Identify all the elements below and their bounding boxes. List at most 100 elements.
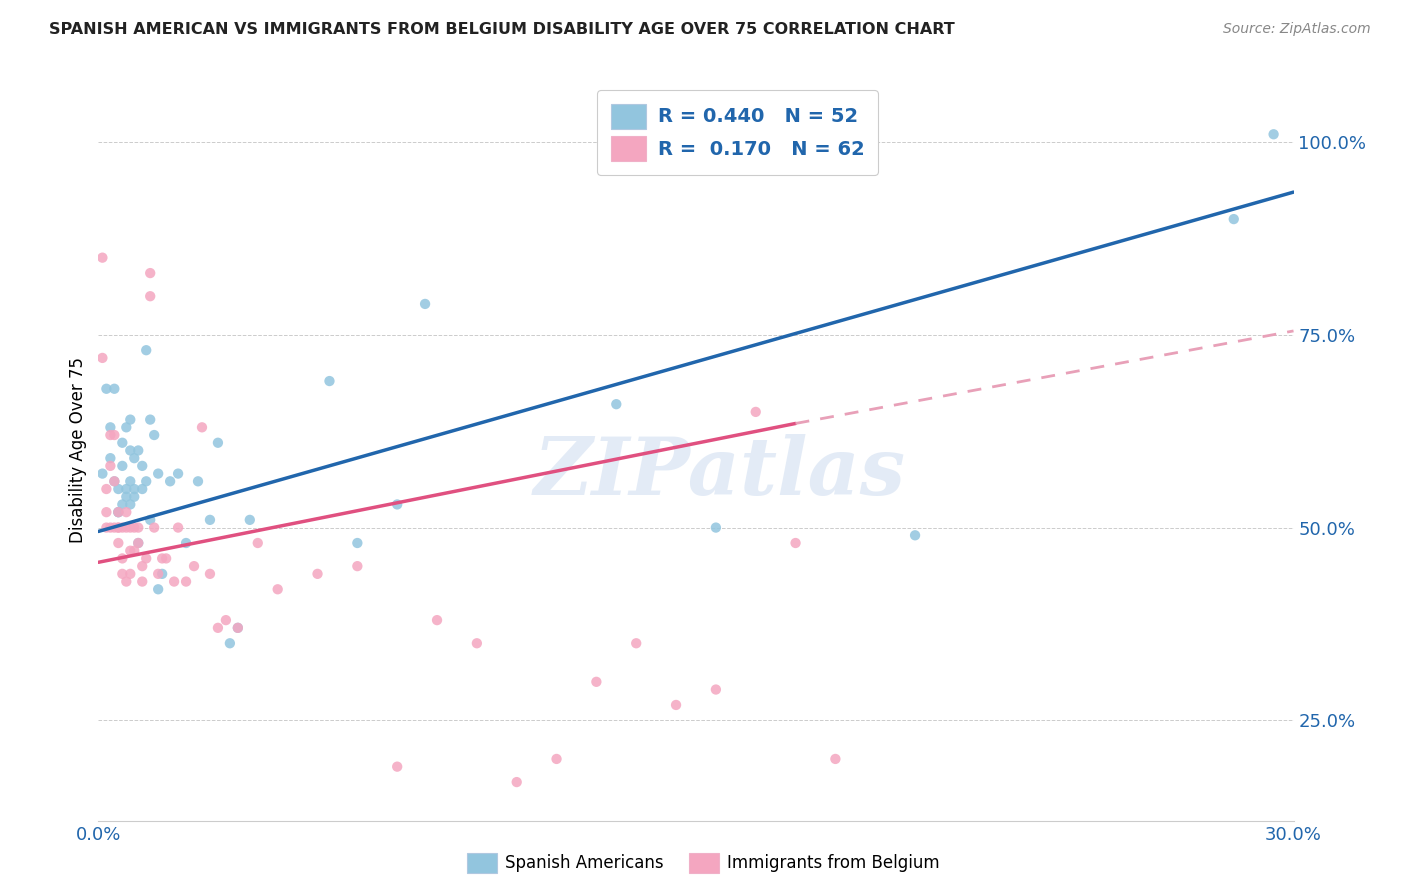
Point [124,520,146,534]
Point [96,505,118,519]
Point [120,566,142,581]
Point [91,467,114,481]
Point [704,682,727,697]
Point [219,636,242,650]
Point [215,613,238,627]
Point [103,475,125,489]
Point [226,621,249,635]
Point [385,759,409,773]
Point [704,520,727,534]
Point [148,582,170,597]
Point [103,382,125,396]
Point [626,636,648,650]
Point [135,551,157,566]
Point [98,428,122,442]
Text: SPANISH AMERICAN VS IMMIGRANTS FROM BELGIUM DISABILITY AGE OVER 75 CORRELATION C: SPANISH AMERICAN VS IMMIGRANTS FROM BELG… [49,22,955,37]
Point [107,505,129,519]
Point [107,505,129,519]
Point [413,297,436,311]
Point [96,382,118,396]
Legend: R = 0.440   N = 52, R =  0.170   N = 62: R = 0.440 N = 52, R = 0.170 N = 62 [598,90,879,175]
Point [120,475,142,489]
Point [103,520,125,534]
Point [139,412,162,426]
Point [115,490,138,504]
Point [120,520,142,534]
Point [167,520,190,534]
Point [239,513,262,527]
Text: ZIPatlas: ZIPatlas [534,434,905,511]
Point [163,574,186,589]
Point [904,528,927,542]
Point [120,412,142,426]
Point [346,559,368,574]
Point [150,566,173,581]
Y-axis label: Disability Age Over 75: Disability Age Over 75 [69,358,87,543]
Point [1223,212,1246,227]
Point [127,536,149,550]
Point [96,482,118,496]
Point [131,458,153,473]
Point [115,420,138,434]
Point [785,536,807,550]
Point [135,475,157,489]
Point [107,520,129,534]
Point [131,574,153,589]
Point [605,397,627,411]
Point [107,482,129,496]
Point [91,351,114,365]
Point [107,520,129,534]
Point [150,551,173,566]
Point [120,543,142,558]
Point [115,505,138,519]
Point [191,420,214,434]
Point [585,674,607,689]
Point [246,536,269,550]
Point [824,752,846,766]
Point [115,482,138,496]
Point [207,621,229,635]
Point [135,343,157,358]
Point [155,551,177,566]
Point [198,566,221,581]
Point [127,443,149,458]
Point [665,698,688,712]
Point [159,475,181,489]
Point [385,498,409,512]
Point [143,428,166,442]
Point [426,613,449,627]
Point [103,475,125,489]
Point [107,505,129,519]
Point [111,498,134,512]
Point [111,520,134,534]
Point [120,498,142,512]
Point [111,435,134,450]
Point [139,266,162,280]
Point [107,536,129,550]
Point [111,566,134,581]
Point [124,490,146,504]
Point [124,482,146,496]
Point [307,566,329,581]
Point [98,520,122,534]
Point [124,543,146,558]
Point [91,251,114,265]
Point [111,458,134,473]
Point [98,451,122,466]
Point [127,520,149,534]
Point [131,559,153,574]
Legend: Spanish Americans, Immigrants from Belgium: Spanish Americans, Immigrants from Belgi… [460,847,946,880]
Point [98,458,122,473]
Point [183,559,205,574]
Point [546,752,568,766]
Point [127,536,149,550]
Point [187,475,209,489]
Point [198,513,221,527]
Point [346,536,368,550]
Point [745,405,768,419]
Point [267,582,290,597]
Point [98,420,122,434]
Point [167,467,190,481]
Point [143,520,166,534]
Point [124,451,146,466]
